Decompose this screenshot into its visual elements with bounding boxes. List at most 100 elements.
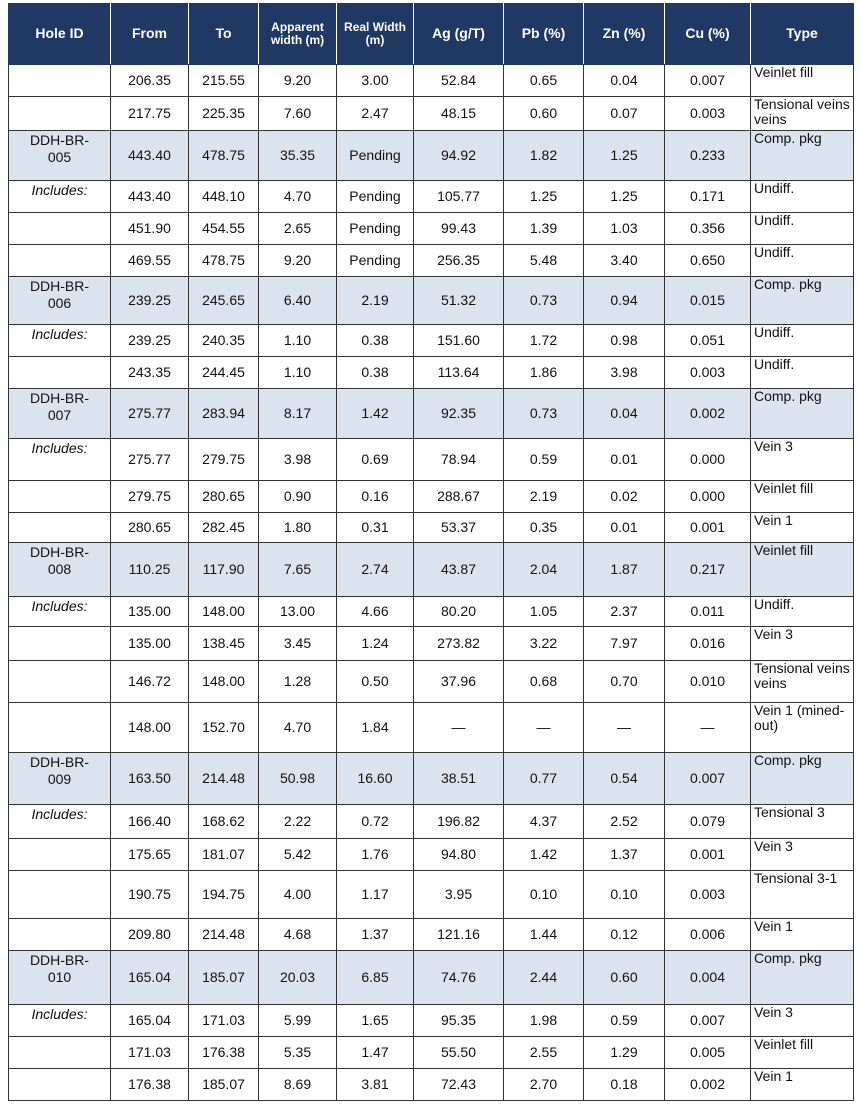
results-table: Hole ID From To Apparent width (m) Real Widt… bbox=[8, 3, 854, 1101]
value-cell: 451.90 bbox=[110, 212, 189, 245]
value-cell: Pending bbox=[336, 130, 414, 181]
value-cell: 80.20 bbox=[413, 596, 504, 627]
value-cell: 166.40 bbox=[110, 804, 189, 839]
type-cell: Vein 3 bbox=[750, 1004, 854, 1037]
value-cell: 0.004 bbox=[664, 950, 751, 1005]
value-cell: 3.98 bbox=[583, 356, 665, 389]
value-cell: 0.16 bbox=[336, 480, 414, 513]
hole-id-cell: Includes: bbox=[8, 324, 111, 357]
hole-id-cell: Includes: bbox=[8, 596, 111, 627]
value-cell: 55.50 bbox=[413, 1036, 504, 1069]
value-cell: 244.45 bbox=[188, 356, 259, 389]
value-cell: 135.00 bbox=[110, 626, 189, 661]
value-cell: 1.10 bbox=[258, 324, 337, 357]
hole-id: Includes: bbox=[31, 806, 88, 822]
table-row: 217.75 225.35 7.60 2.47 48.15 0.60 0.07 0.003 Te… bbox=[8, 96, 854, 131]
value-cell: 0.000 bbox=[664, 480, 751, 513]
value-cell: 448.10 bbox=[188, 180, 259, 213]
value-cell: 0.77 bbox=[503, 752, 584, 805]
value-cell: 2.55 bbox=[503, 1036, 584, 1069]
type-cell: Undiff. bbox=[750, 180, 854, 213]
table-row: DDH-BR-007 275.77 283.94 8.17 1.42 92.35 0.73 0… bbox=[8, 388, 854, 439]
value-cell: 163.50 bbox=[110, 752, 189, 805]
value-cell: 20.03 bbox=[258, 950, 337, 1005]
value-cell: 239.25 bbox=[110, 324, 189, 357]
value-cell: 0.007 bbox=[664, 752, 751, 805]
value-cell: 3.98 bbox=[258, 438, 337, 481]
value-cell: 280.65 bbox=[110, 512, 189, 543]
type-cell: Veinlet fill bbox=[750, 1036, 854, 1069]
table-row: DDH-BR-006 239.25 245.65 6.40 2.19 51.32 0.73 0… bbox=[8, 276, 854, 325]
value-cell: 0.171 bbox=[664, 180, 751, 213]
type-cell: Vein 1 bbox=[750, 512, 854, 543]
value-cell: 2.37 bbox=[583, 596, 665, 627]
value-cell: 148.00 bbox=[188, 596, 259, 627]
hole-id: Includes: bbox=[31, 598, 88, 614]
value-cell: 3.95 bbox=[413, 870, 504, 919]
value-cell: 190.75 bbox=[110, 870, 189, 919]
value-cell: 454.55 bbox=[188, 212, 259, 245]
value-cell: 113.64 bbox=[413, 356, 504, 389]
value-cell: 43.87 bbox=[413, 542, 504, 597]
value-cell: 0.217 bbox=[664, 542, 751, 597]
type-cell: Tensional 3-1 bbox=[750, 870, 854, 919]
table-row: Includes: 275.77 279.75 3.98 0.69 78.94 0.59 0.… bbox=[8, 438, 854, 481]
value-cell: 8.69 bbox=[258, 1068, 337, 1101]
table-row: 176.38 185.07 8.69 3.81 72.43 2.70 0.18 0.002 Ve… bbox=[8, 1068, 854, 1101]
hole-id-cell bbox=[8, 96, 111, 131]
value-cell: 0.72 bbox=[336, 804, 414, 839]
value-cell: 0.233 bbox=[664, 130, 751, 181]
hole-id: DDH-BR-007 bbox=[29, 390, 90, 423]
value-cell: 152.70 bbox=[188, 702, 259, 753]
value-cell: 1.24 bbox=[336, 626, 414, 661]
table-row: 190.75 194.75 4.00 1.17 3.95 0.10 0.10 0.003 Ten… bbox=[8, 870, 854, 919]
value-cell: 176.38 bbox=[110, 1068, 189, 1101]
value-cell: 13.00 bbox=[258, 596, 337, 627]
type-cell: Comp. pkg bbox=[750, 752, 854, 805]
value-cell: 194.75 bbox=[188, 870, 259, 919]
value-cell: 0.007 bbox=[664, 1004, 751, 1037]
hole-id-cell bbox=[8, 64, 111, 97]
hole-id-cell bbox=[8, 244, 111, 277]
value-cell: 0.010 bbox=[664, 660, 751, 703]
value-cell: 279.75 bbox=[188, 438, 259, 481]
value-cell: 1.28 bbox=[258, 660, 337, 703]
value-cell: 4.66 bbox=[336, 596, 414, 627]
value-cell: 138.45 bbox=[188, 626, 259, 661]
table-row: 175.65 181.07 5.42 1.76 94.80 1.42 1.37 0.001 Ve… bbox=[8, 838, 854, 871]
value-cell: 3.00 bbox=[336, 64, 414, 97]
table-row: 135.00 138.45 3.45 1.24 273.82 3.22 7.97 0.016 V… bbox=[8, 626, 854, 661]
table-row: Includes: 135.00 148.00 13.00 4.66 80.20 1.05 2… bbox=[8, 596, 854, 627]
hole-id: Includes: bbox=[31, 440, 88, 456]
hole-id-cell: DDH-BR-009 bbox=[8, 752, 111, 805]
table-row: 451.90 454.55 2.65 Pending 99.43 1.39 1.03 0.35… bbox=[8, 212, 854, 245]
type-cell: Undiff. bbox=[750, 356, 854, 389]
value-cell: 215.55 bbox=[188, 64, 259, 97]
column-header: Ag (g/T) bbox=[413, 3, 504, 65]
hole-id: DDH-BR-009 bbox=[29, 754, 90, 787]
value-cell: — bbox=[503, 702, 584, 753]
value-cell: 1.84 bbox=[336, 702, 414, 753]
value-cell: 214.48 bbox=[188, 918, 259, 951]
value-cell: 239.25 bbox=[110, 276, 189, 325]
value-cell: — bbox=[664, 702, 751, 753]
table-row: Includes: 165.04 171.03 5.99 1.65 95.35 1.98 0.… bbox=[8, 1004, 854, 1037]
table-row: 279.75 280.65 0.90 0.16 288.67 2.19 0.02 0.000 V… bbox=[8, 480, 854, 513]
value-cell: Pending bbox=[336, 244, 414, 277]
value-cell: 1.25 bbox=[583, 130, 665, 181]
type-cell: Comp. pkg bbox=[750, 388, 854, 439]
value-cell: 0.68 bbox=[503, 660, 584, 703]
value-cell: 1.87 bbox=[583, 542, 665, 597]
value-cell: 0.73 bbox=[503, 276, 584, 325]
value-cell: 0.59 bbox=[503, 438, 584, 481]
value-cell: 5.42 bbox=[258, 838, 337, 871]
value-cell: 0.12 bbox=[583, 918, 665, 951]
type-cell: Vein 3 bbox=[750, 626, 854, 661]
table-row: 146.72 148.00 1.28 0.50 37.96 0.68 0.70 0.010 Te… bbox=[8, 660, 854, 703]
value-cell: 0.650 bbox=[664, 244, 751, 277]
value-cell: 0.10 bbox=[503, 870, 584, 919]
value-cell: 0.051 bbox=[664, 324, 751, 357]
value-cell: 2.52 bbox=[583, 804, 665, 839]
value-cell: 0.005 bbox=[664, 1036, 751, 1069]
